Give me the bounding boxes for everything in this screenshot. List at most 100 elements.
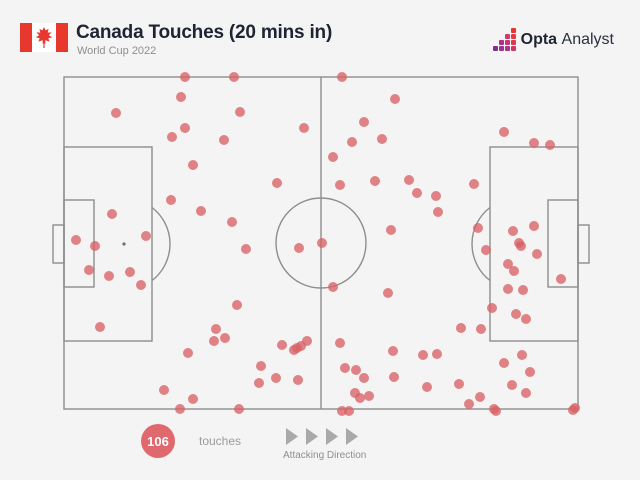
touch-dot [176,92,186,102]
touch-dot [159,385,169,395]
touch-dot [180,72,190,82]
touch-dot [111,108,121,118]
touch-dot [271,373,281,383]
touch-dot [359,373,369,383]
touch-dot [254,378,264,388]
penalty-arc-left [151,206,171,282]
touch-dot [487,303,497,313]
touch-dot [556,274,566,284]
touch-dot [509,266,519,276]
goal-right [577,224,590,264]
touch-dot [383,288,393,298]
touch-dot [272,178,282,188]
touch-dot [525,367,535,377]
maple-leaf-icon [35,27,53,48]
touch-dot [433,207,443,217]
touch-dot [292,343,302,353]
touch-dot [503,259,513,269]
touch-dot [521,388,531,398]
touch-dot [328,152,338,162]
touch-dot [335,338,345,348]
touch-dot [507,380,517,390]
touch-dot [503,284,513,294]
arrow-right-icon [306,428,318,445]
touch-dot [377,134,387,144]
touch-dot [229,72,239,82]
touch-dot [337,72,347,82]
touch-dot [337,406,347,416]
penalty-arc-right [471,206,491,282]
touch-dot [517,350,527,360]
touch-dot [516,241,526,251]
touch-dot [328,282,338,292]
touch-dot [529,221,539,231]
penalty-spot-left [122,242,126,246]
touch-dot [188,160,198,170]
touch-dot [183,348,193,358]
touch-dot [355,393,365,403]
touch-dot [84,265,94,275]
touch-dot [469,179,479,189]
touch-dot [422,382,432,392]
goal-area-right [547,199,579,288]
touch-dot [104,271,114,281]
touch-dot [188,394,198,404]
touch-dot [125,267,135,277]
touch-dot [521,314,531,324]
touch-dot [180,123,190,133]
touch-dot [344,406,354,416]
touch-dot [317,238,327,248]
opta-analyst-logo: Opta Analyst [492,28,614,51]
touch-dot [418,350,428,360]
touch-dot [518,285,528,295]
touch-dot [529,138,539,148]
touch-dot [95,322,105,332]
touch-dot [232,300,242,310]
touch-dot [545,140,555,150]
touch-dot [475,392,485,402]
touch-dot [347,137,357,147]
touch-dot [235,107,245,117]
touch-dot [299,123,309,133]
touch-dot [234,404,244,414]
touch-dot [107,209,117,219]
touch-dot [404,175,414,185]
touch-dot [491,406,501,416]
touch-dot [241,244,251,254]
touch-dot [476,324,486,334]
touch-dot [364,391,374,401]
goal-left [52,224,65,264]
canada-flag-icon [20,23,68,52]
touch-dot [454,379,464,389]
touch-dot [532,249,542,259]
touch-dot [71,235,81,245]
touch-dot [219,135,229,145]
touch-dot [370,176,380,186]
touch-dot [499,358,509,368]
touch-dot [389,372,399,382]
touch-dot [90,241,100,251]
touches-count-value: 106 [147,433,169,449]
arrow-right-icon [346,428,358,445]
touch-dot [196,206,206,216]
touches-label: touches [199,434,242,448]
touch-dot [227,217,237,227]
center-circle [275,197,367,289]
opta-logo-icon [492,28,516,51]
penalty-area-right [489,146,579,342]
touches-count-badge: 106 [141,424,175,458]
attacking-direction-arrows [285,427,359,446]
touch-dot [256,361,266,371]
touch-dot [293,375,303,385]
attacking-direction-label: Attacking Direction [283,450,367,461]
brand-name-regular: Analyst [561,30,614,48]
touch-dot [456,323,466,333]
touch-dot [499,127,509,137]
touch-dot [167,132,177,142]
touch-dot [390,94,400,104]
touch-dot [220,333,230,343]
brand-name: Opta Analyst [521,31,614,49]
page-subtitle: World Cup 2022 [77,45,157,57]
